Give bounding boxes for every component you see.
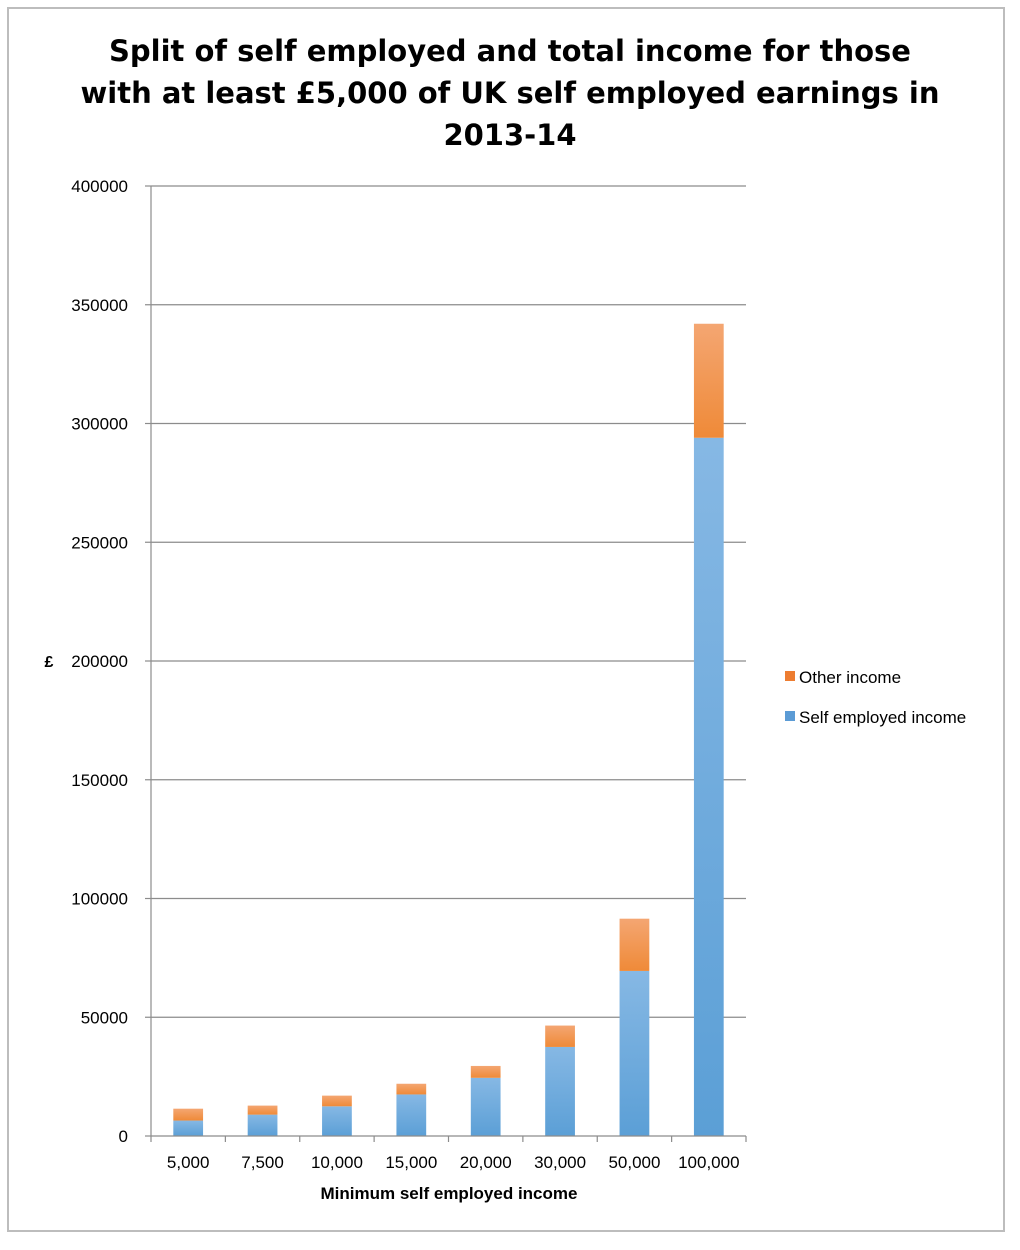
axes: 0 50000 100000 150000 200000 250000 300000 3500…	[71, 177, 747, 1172]
y-tick-label: 300000	[71, 415, 128, 434]
x-tick-label: 20,000	[460, 1153, 512, 1172]
x-tick-label: 15,000	[385, 1153, 437, 1172]
y-tick-label: 200000	[71, 652, 128, 671]
chart-title-line-2: with at least £5,000 of UK self employed…	[80, 76, 940, 110]
y-tick-label: 50000	[81, 1008, 128, 1027]
y-tick-label: 100000	[71, 890, 128, 909]
x-tick-label: 7,500	[241, 1153, 284, 1172]
axis-labels: Minimum self employed income £	[45, 654, 578, 1203]
legend: Other income Self employed income	[785, 668, 966, 727]
bar-self-employed-income	[470, 1077, 501, 1136]
bar-self-employed-income	[545, 1046, 575, 1136]
x-tick-label: 100,000	[678, 1153, 739, 1172]
legend-swatch-self-employed-income	[785, 711, 795, 721]
chart-title-line-3: 2013-14	[443, 118, 577, 152]
y-tick-label: 350000	[71, 296, 128, 315]
y-tick-label: 250000	[71, 533, 128, 552]
bar-other-income	[173, 1108, 204, 1121]
chart-frame	[7, 7, 1005, 1232]
bar-self-employed-income	[322, 1106, 352, 1136]
bar-other-income	[396, 1083, 427, 1095]
bar-other-income	[545, 1025, 575, 1047]
y-tick-label: 150000	[71, 771, 128, 790]
bar-self-employed-income	[396, 1094, 427, 1136]
x-tick-label: 10,000	[311, 1153, 363, 1172]
bar-self-employed-income	[173, 1120, 204, 1136]
x-tick-label: 5,000	[167, 1153, 210, 1172]
chart-title: Split of self employed and total income …	[60, 30, 960, 156]
y-axis-title: £	[45, 654, 54, 671]
legend-swatch-other-income	[785, 671, 795, 681]
x-tick-label: 30,000	[534, 1153, 586, 1172]
bar-other-income	[470, 1065, 501, 1078]
bar-self-employed-income	[693, 437, 724, 1136]
bars	[173, 323, 724, 1136]
bar-other-income	[619, 918, 650, 971]
bar-self-employed-income	[247, 1114, 278, 1136]
legend-label-other-income: Other income	[799, 668, 901, 687]
y-tick-label: 0	[119, 1127, 128, 1146]
gridlines	[151, 185, 746, 1018]
bar-other-income	[322, 1095, 352, 1107]
bar-self-employed-income	[619, 970, 650, 1136]
x-axis-title: Minimum self employed income	[321, 1184, 578, 1203]
legend-label-self-employed-income: Self employed income	[799, 708, 966, 727]
x-tick-label: 50,000	[608, 1153, 660, 1172]
y-tick-label: 400000	[71, 177, 128, 196]
bar-other-income	[247, 1105, 278, 1115]
chart-title-line-1: Split of self employed and total income …	[109, 34, 911, 68]
bar-other-income	[693, 323, 724, 438]
